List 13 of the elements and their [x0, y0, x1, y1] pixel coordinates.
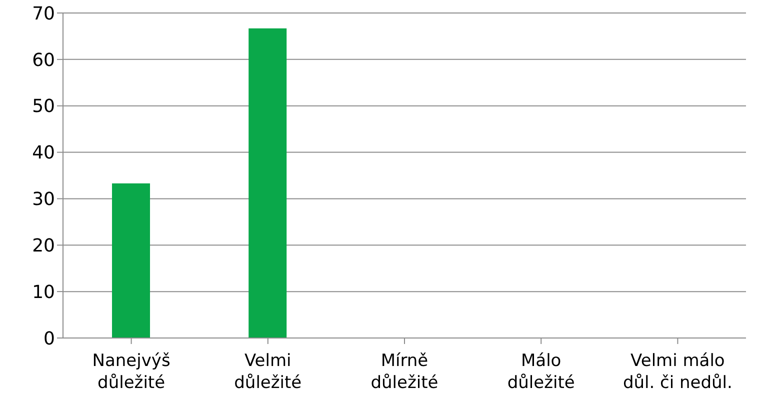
y-tick-label: 60: [32, 50, 55, 71]
y-tick-label: 10: [32, 282, 55, 303]
x-tick-label: Málo důležité: [507, 351, 575, 393]
x-tick-label: Velmi málo důl. či nedůl.: [622, 351, 732, 393]
y-tick-label: 30: [32, 189, 55, 210]
x-tick-label: Velmi důležité: [234, 351, 302, 393]
y-tick-label: 40: [32, 142, 55, 164]
y-tick-label: 70: [32, 3, 55, 24]
y-tick-label: 0: [44, 328, 55, 350]
y-tick-label: 50: [32, 96, 55, 118]
x-tick-label: Mírně důležité: [370, 351, 438, 393]
x-tick-label: Nanejvýš důležité: [92, 351, 170, 393]
y-tick-label: 20: [32, 236, 55, 257]
